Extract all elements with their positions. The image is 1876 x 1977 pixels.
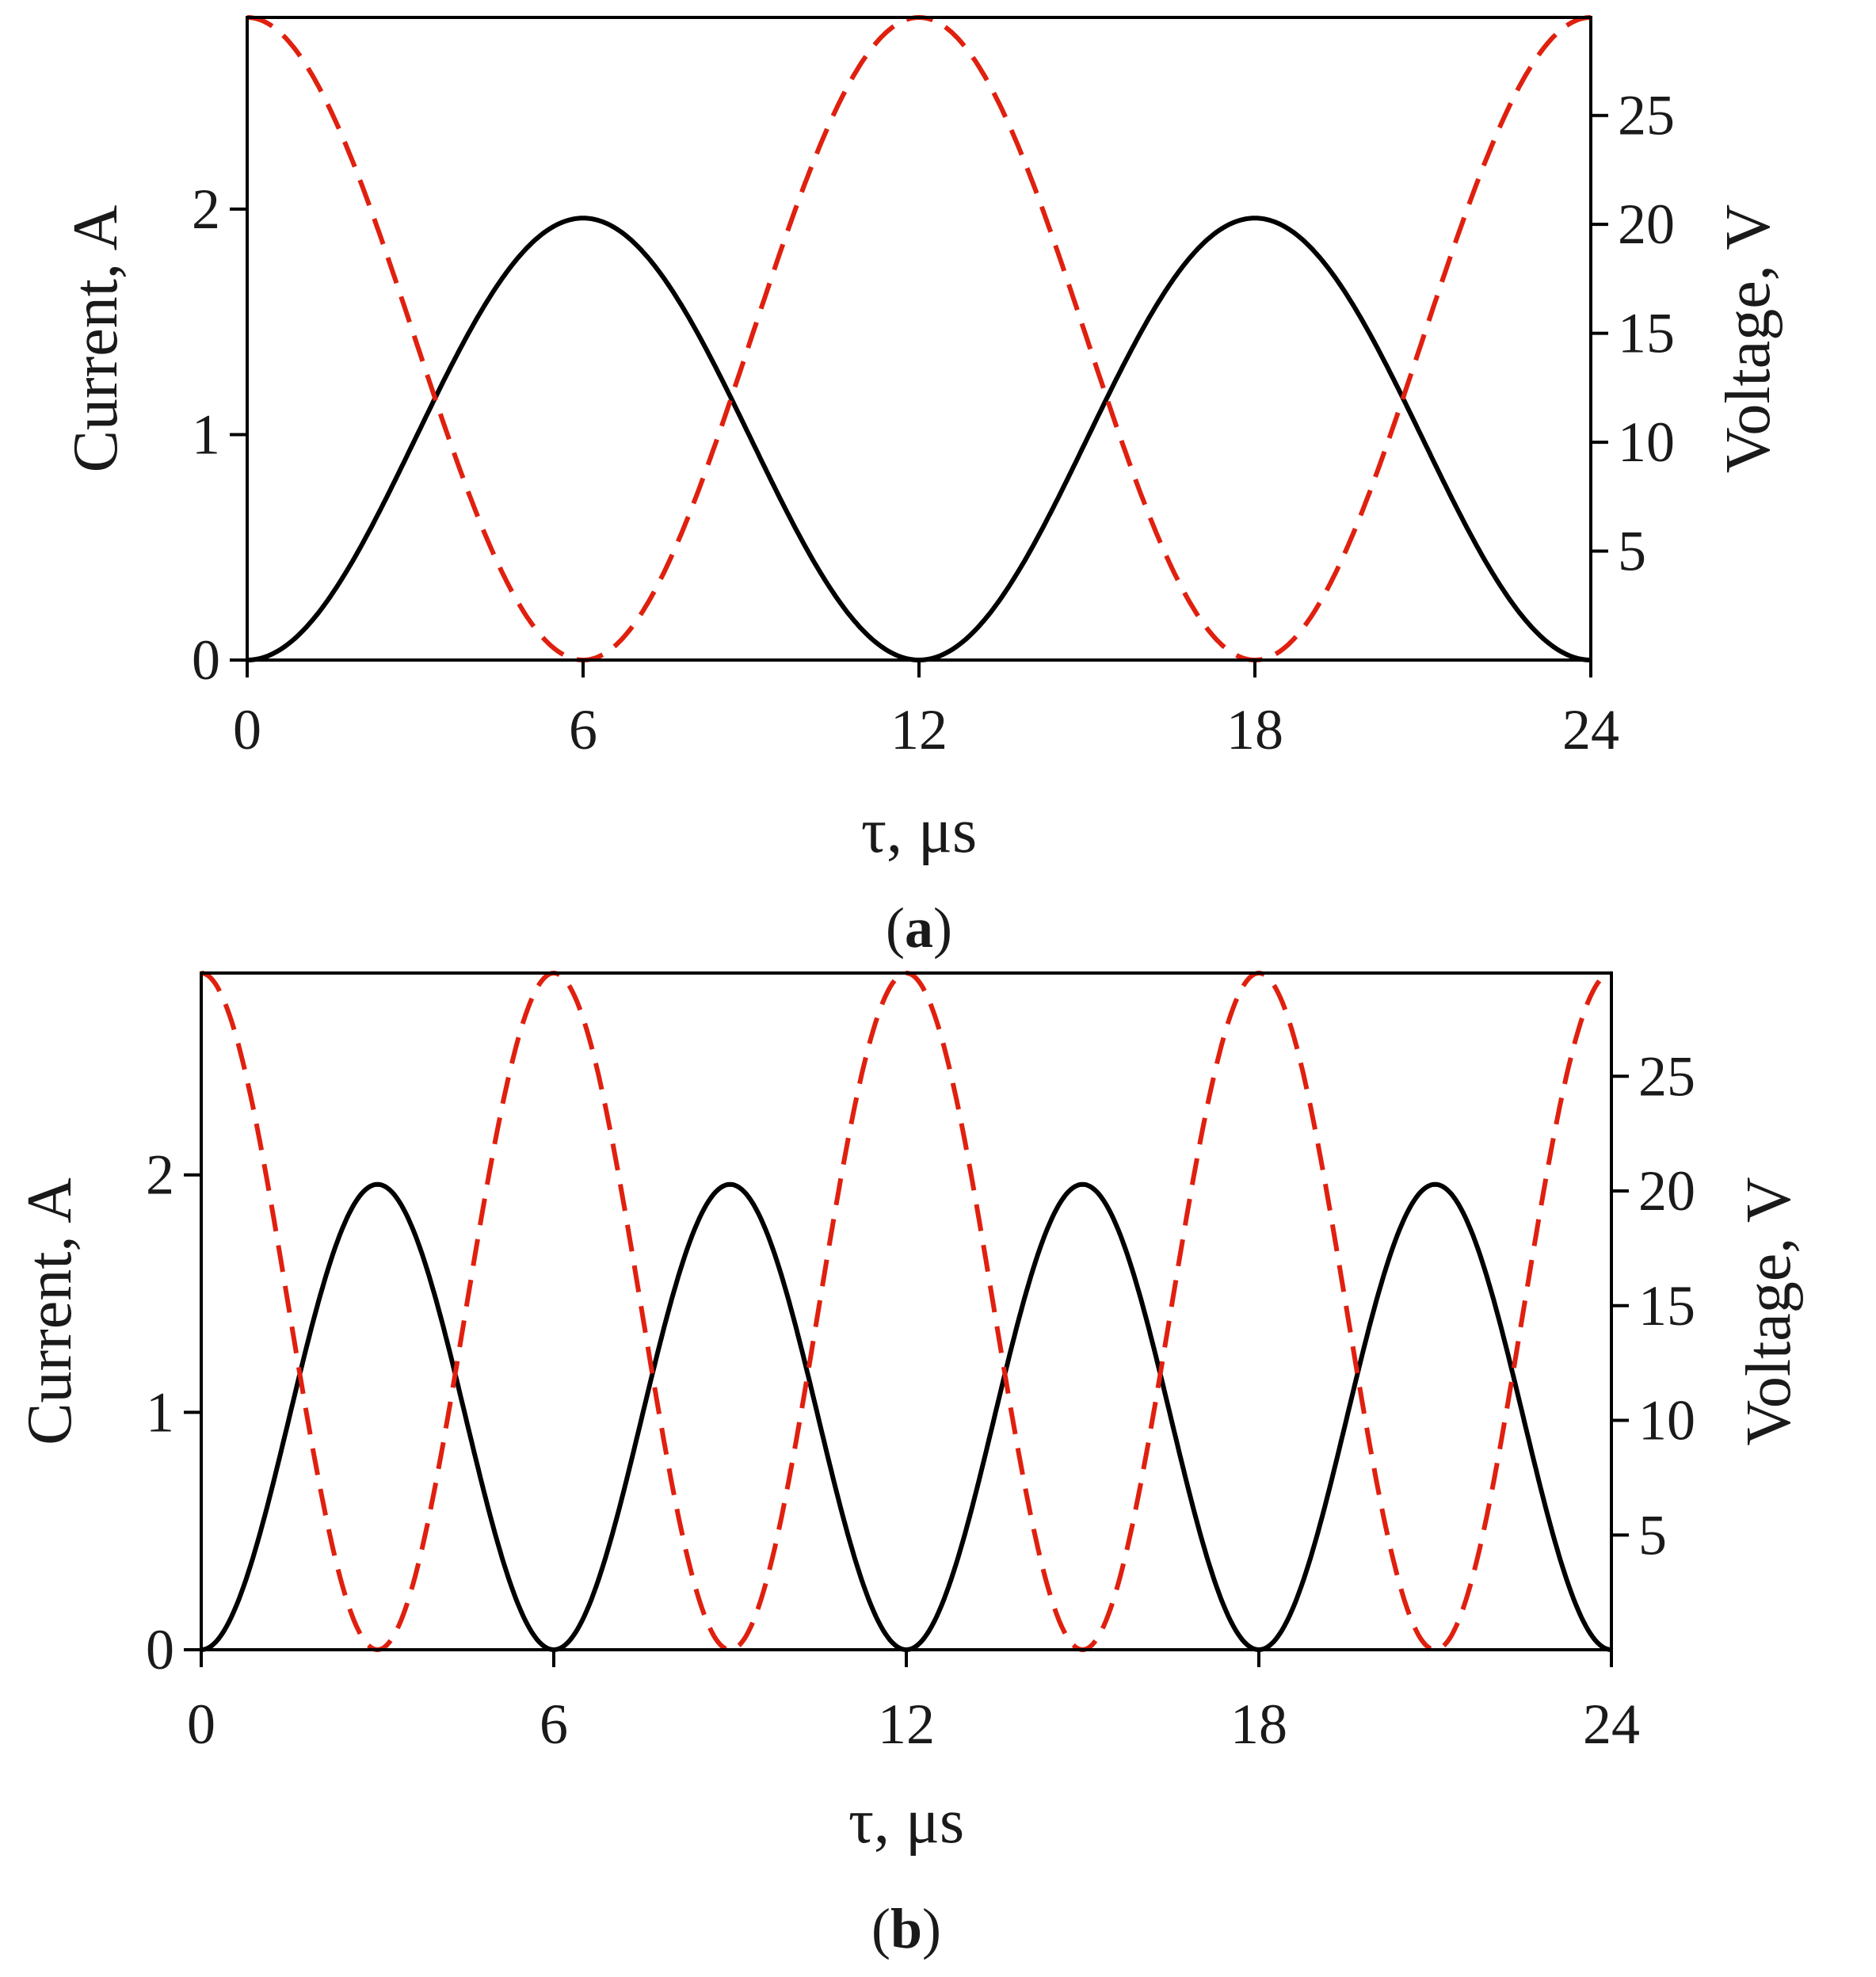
right-y-tick-label: 15	[1618, 302, 1675, 365]
x-tick-label: 18	[1226, 698, 1283, 761]
right-y-tick-label: 10	[1618, 410, 1675, 474]
y-axis-title-right: Voltage, V	[1714, 204, 1783, 473]
x-tick-label: 24	[1562, 698, 1619, 761]
x-tick-label: 0	[187, 1693, 215, 1756]
y-axis-title-left: Current, A	[15, 1177, 85, 1445]
panel-label: (a)	[886, 896, 952, 960]
panel-label-close: )	[933, 896, 952, 960]
panel-label: (b)	[871, 1897, 941, 1960]
x-tick-label: 12	[890, 698, 948, 761]
x-axis-title: τ, μs	[848, 1787, 964, 1857]
voltage-series-line	[200, 971, 1612, 1652]
left-y-tick-label: 2	[192, 177, 220, 241]
panel-label-letter: b	[890, 1897, 922, 1960]
left-y-tick-label: 1	[146, 1380, 174, 1444]
y-axis-title-left: Current, A	[61, 204, 131, 472]
right-y-tick-label: 25	[1638, 1044, 1695, 1108]
left-y-tick-label: 0	[192, 628, 220, 692]
x-axis-title: τ, μs	[861, 796, 977, 866]
panel-label-open: (	[886, 896, 905, 960]
right-y-tick-label: 15	[1638, 1274, 1695, 1338]
x-tick-label: 0	[233, 698, 261, 761]
plot-frame	[246, 16, 1592, 662]
right-y-tick-label: 20	[1618, 193, 1675, 256]
x-tick-label: 12	[878, 1693, 935, 1756]
right-y-tick-label: 25	[1618, 84, 1675, 147]
left-y-tick-label: 1	[192, 403, 220, 466]
left-y-tick-label: 2	[146, 1143, 174, 1207]
x-tick-label: 24	[1583, 1693, 1640, 1756]
voltage-series-line	[246, 15, 1592, 662]
x-tick-label: 18	[1230, 1693, 1287, 1756]
right-y-tick-label: 5	[1618, 520, 1646, 583]
left-y-tick-label: 0	[146, 1618, 174, 1681]
right-y-tick-label: 10	[1638, 1389, 1695, 1452]
x-tick-label: 6	[540, 1693, 568, 1756]
x-tick-label: 6	[569, 698, 597, 761]
right-y-tick-label: 20	[1638, 1159, 1695, 1223]
y-axis-title-right: Voltage, V	[1734, 1177, 1804, 1445]
panel-label-close: )	[922, 1897, 941, 1960]
panel-label-open: (	[871, 1897, 890, 1960]
panel-label-letter: a	[905, 896, 933, 960]
plot-frame	[200, 971, 1613, 1651]
right-y-tick-label: 5	[1638, 1503, 1667, 1567]
